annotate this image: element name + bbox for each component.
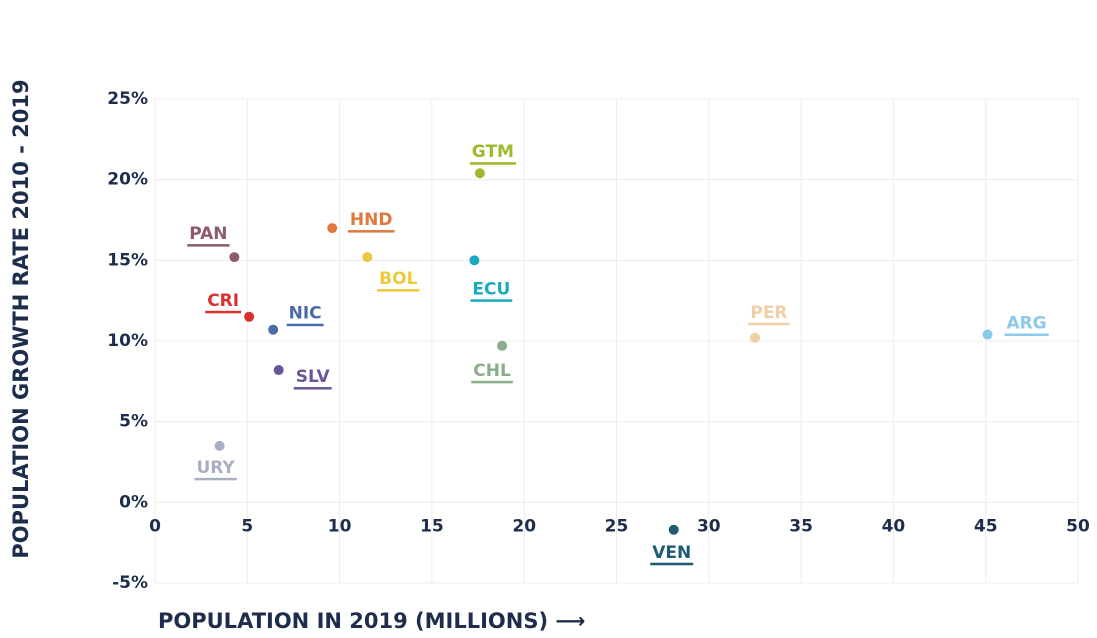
x-tick-label: 25 (605, 516, 629, 536)
label-underline (194, 477, 237, 481)
point (229, 252, 240, 263)
y-tick-label: 10% (107, 331, 148, 351)
point (497, 340, 508, 351)
y-tick-label: 15% (107, 250, 148, 270)
x-tick-label: 45 (974, 516, 998, 536)
x-tick-label: 40 (882, 516, 906, 536)
label-underline (205, 310, 242, 314)
y-axis-title: POPULATION GROWTH RATE 2010 - 2019 (9, 79, 33, 558)
x-tick-label: 50 (1066, 516, 1090, 536)
label-underline (377, 289, 420, 292)
label-underline (471, 380, 513, 384)
x-tick-label: 35 (789, 516, 813, 536)
point (273, 365, 284, 376)
point (668, 524, 679, 535)
point (982, 329, 993, 340)
point (474, 168, 485, 179)
label-underline (470, 299, 513, 302)
label-underline (187, 244, 230, 247)
x-tick-label: 10 (328, 516, 352, 536)
point-label: ECU (472, 279, 510, 299)
point (749, 332, 760, 343)
point-label: BOL (379, 269, 417, 289)
point-label: SLV (296, 367, 331, 387)
x-tick-label: 20 (512, 516, 536, 536)
label-underline (1004, 333, 1049, 337)
label-underline (293, 387, 332, 390)
y-tick-label: 5% (119, 412, 148, 432)
x-tick-label: 0 (149, 516, 161, 536)
point-label: GTM (472, 142, 514, 162)
point-label: ARG (1006, 314, 1046, 334)
point (268, 324, 279, 335)
point (327, 223, 338, 234)
point-label: PAN (189, 224, 227, 244)
point-label: NIC (289, 304, 322, 324)
x-tick-label: 30 (697, 516, 721, 536)
label-underline (286, 323, 324, 327)
x-axis-title: POPULATION IN 2019 (MILLIONS) ⟶ (158, 609, 585, 633)
point (469, 255, 480, 266)
point-label: HND (350, 210, 393, 230)
label-underline (748, 322, 790, 326)
y-tick-label: 20% (107, 170, 148, 190)
x-tick-label: 5 (241, 516, 253, 536)
point (362, 252, 373, 263)
x-tick-label: 15 (420, 516, 444, 536)
point-label: CHL (473, 361, 511, 381)
point-label: PER (750, 303, 787, 323)
point-label: CRI (207, 291, 239, 311)
label-underline (469, 162, 516, 165)
y-tick-label: 25% (107, 89, 148, 109)
y-tick-label: 0% (119, 492, 148, 512)
point (244, 311, 255, 322)
point-label: VEN (652, 543, 691, 563)
label-underline (347, 230, 395, 233)
point-label: URY (196, 458, 235, 478)
point (214, 440, 225, 451)
y-tick-label: -5% (112, 573, 148, 593)
label-underline (650, 562, 694, 566)
